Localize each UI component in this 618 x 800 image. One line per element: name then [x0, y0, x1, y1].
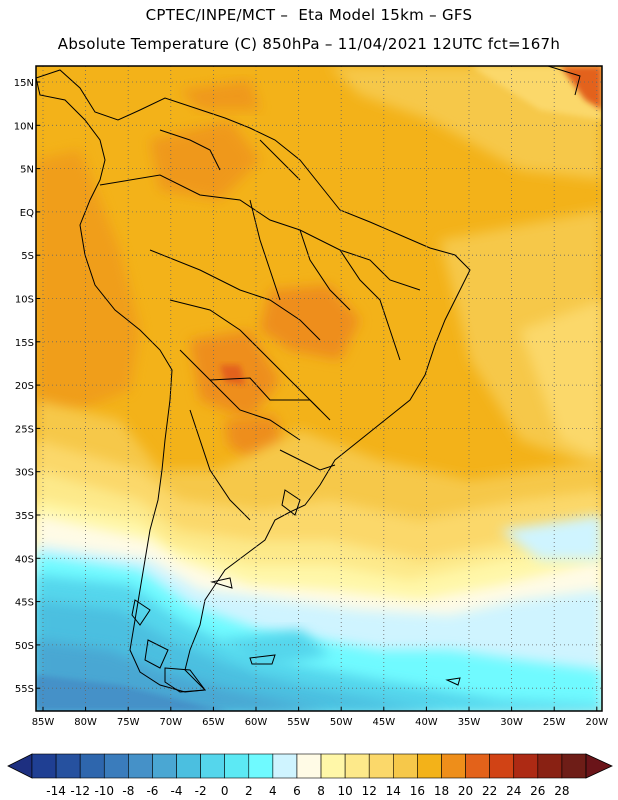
colorbar-label: 10 [337, 784, 352, 798]
latitude-label: 15S [15, 338, 34, 349]
colorbar-label: 26 [530, 784, 545, 798]
colorbar-segment [200, 753, 225, 779]
colorbar-segment [152, 753, 177, 779]
colorbar-segment [417, 753, 442, 779]
colorbar-label: 16 [410, 784, 425, 798]
colorbar-segment [489, 753, 515, 779]
colorbar-label: 6 [293, 784, 301, 798]
longitude-label: 25W [543, 717, 566, 728]
map-frame [35, 65, 603, 712]
longitude-label: 65W [202, 717, 225, 728]
colorbar-segment [128, 753, 153, 779]
latitude-label: 5S [21, 251, 34, 262]
latitude-label: 35S [15, 511, 34, 522]
colorbar-label: 2 [245, 784, 253, 798]
latitude-label: 10S [15, 295, 34, 306]
colorbar-segment [248, 753, 274, 779]
colorbar-label: -8 [122, 784, 134, 798]
colorbar-segment [296, 753, 322, 779]
colorbar-label: 8 [317, 784, 325, 798]
longitude-label: 45W [372, 717, 395, 728]
colorbar-label: 4 [269, 784, 277, 798]
longitude-label: 70W [159, 717, 182, 728]
colorbar: -14 -12 -10 -8 -6 -4 -2 0 2 4 6 8 10 12 14 16 18 20 22 24 26… [7, 753, 613, 798]
colorbar-label: -2 [195, 784, 207, 798]
colorbar-segment [393, 753, 418, 779]
colorbar-under-arrow [7, 753, 33, 779]
colorbar-label: -14 [46, 784, 66, 798]
longitude-label: 80W [74, 717, 97, 728]
colorbar-segment [537, 753, 563, 779]
colorbar-label: 14 [386, 784, 401, 798]
colorbar-label: 28 [554, 784, 569, 798]
colorbar-label: -6 [146, 784, 158, 798]
colorbar-label: -4 [171, 784, 183, 798]
colorbar-segment [513, 753, 539, 779]
latitude-label: 5N [20, 165, 34, 176]
latitude-labels: 15N 10N 5N EQ 5S 10S 15S 20S 25S 30S 35S 40S 45S 50S 5… [14, 78, 40, 695]
map-title-line1: CPTEC/INPE/MCT – Eta Model 15km – GFS [145, 6, 473, 24]
map-title-line2: Absolute Temperature (C) 850hPa – 11/04/… [57, 35, 561, 53]
latitude-label: 50S [15, 641, 34, 652]
longitude-label: 20W [585, 717, 608, 728]
latitude-label: 45S [15, 598, 34, 609]
colorbar-label: 20 [458, 784, 473, 798]
colorbar-segment [103, 753, 129, 779]
longitude-label: 55W [287, 717, 310, 728]
colorbar-label: -10 [94, 784, 114, 798]
colorbar-segment [224, 753, 250, 779]
colorbar-segment [368, 753, 394, 779]
colorbar-segment [55, 753, 81, 779]
colorbar-segment [344, 753, 370, 779]
latitude-label: 25S [15, 424, 34, 435]
latitude-label: 40S [15, 554, 34, 565]
colorbar-label: 22 [482, 784, 497, 798]
longitude-label: 75W [117, 717, 140, 728]
colorbar-segment [561, 753, 587, 779]
colorbar-over-arrow [585, 753, 613, 779]
longitude-label: 35W [458, 717, 481, 728]
longitude-label: 60W [245, 717, 268, 728]
colorbar-segment [176, 753, 201, 779]
colorbar-label: 0 [221, 784, 229, 798]
colorbar-label: 24 [506, 784, 521, 798]
longitude-label: 30W [500, 717, 523, 728]
latitude-label: 20S [15, 381, 34, 392]
colorbar-segment [441, 753, 466, 779]
longitude-labels: 85W 80W 75W 70W 65W 60W 55W 50W 45W 40W 35W 30W 25W 2… [32, 707, 608, 728]
colorbar-segment [320, 753, 346, 779]
latitude-label: 30S [15, 468, 34, 479]
colorbar-label: 18 [434, 784, 449, 798]
temperature-field [36, 66, 602, 711]
latitude-label: 15N [14, 78, 34, 89]
colorbar-label: -12 [70, 784, 90, 798]
longitude-label: 40W [415, 717, 438, 728]
latitude-label: 55S [15, 684, 34, 695]
colorbar-segment [272, 753, 298, 779]
colorbar-segment [31, 753, 57, 779]
longitude-label: 50W [330, 717, 353, 728]
colorbar-segment [465, 753, 490, 779]
latitude-label: EQ [20, 208, 34, 219]
colorbar-segment [79, 753, 105, 779]
longitude-label: 85W [32, 717, 55, 728]
colorbar-label: 12 [362, 784, 377, 798]
latitude-label: 10N [14, 121, 34, 132]
